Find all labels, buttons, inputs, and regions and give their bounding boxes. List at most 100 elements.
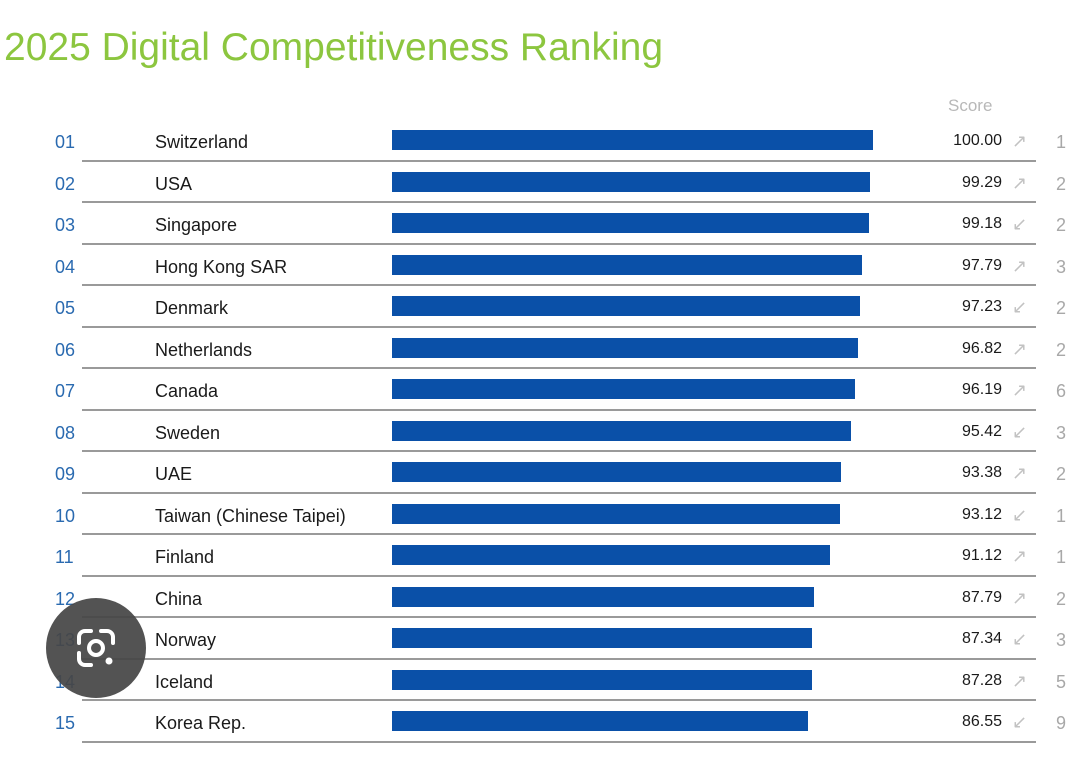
trend-up-icon: ↗ [1012,380,1028,400]
country-label: Switzerland [155,132,249,152]
score-bar [392,337,858,358]
trend-down-icon: ↙ [1012,297,1028,317]
row-divider [82,616,1036,618]
trend-up-icon: ↗ [1012,131,1028,151]
trend-down-icon: ↙ [1012,712,1028,732]
trend-down-icon: ↙ [1012,629,1028,649]
rank-label: 03 [55,215,76,235]
row-divider [82,533,1036,535]
rank-label: 04 [55,256,76,277]
row-divider [82,740,1036,743]
score-bar [392,711,809,731]
rank-change: 9 [1056,713,1067,733]
score-bar [392,171,870,192]
table-row: 10 Taiwan (Chinese Taipei) 93.12 ↙ 1 [0,494,1080,535]
row-divider [82,657,1036,660]
table-row: 12 China 87.79 ↗ 2 [0,577,1080,618]
row-divider [82,574,1036,577]
row-divider [82,491,1036,494]
country-label: UAE [155,464,193,484]
country-label: Singapore [155,215,238,235]
score-bar [392,379,855,399]
trend-up-icon: ↗ [1012,546,1028,566]
rank-change: 2 [1056,173,1067,194]
trend-down-icon: ↙ [1012,421,1028,442]
rank-label: 12 [55,588,76,609]
score-value: 93.38 [961,464,1002,481]
chart-title: 2025 Digital Competitiveness Ranking [4,26,664,69]
score-value: 95.42 [961,422,1002,440]
rank-label: 02 [55,173,76,194]
table-row: 13Norway87.34↙3 [0,618,1080,660]
rank-change: 1 [1056,505,1067,526]
trend-down-icon: ↙ [1012,214,1028,234]
country-label: Korea Rep. [155,713,247,733]
rank-label: 05 [55,298,76,318]
trend-up-icon: ↗ [1012,172,1028,193]
score-value: 86.55 [961,713,1002,730]
table-row: 03 Singapore 99.18 ↙ 2 [0,203,1080,245]
rank-label: 15 [55,713,76,733]
google-lens-button[interactable] [46,598,146,698]
rank-label: 07 [55,381,76,401]
trend-up-icon: ↗ [1012,587,1028,608]
row-divider [82,699,1036,701]
score-bar [392,586,815,607]
score-value: 99.29 [961,173,1002,191]
country-label: Sweden [155,422,221,443]
rank-change: 3 [1056,630,1067,650]
row-divider [82,325,1036,328]
table-row: 07 Canada 96.19 ↗ 6 [0,369,1080,411]
score-bar [392,669,812,690]
row-divider [82,450,1036,452]
table-row: 08 Sweden 95.42 ↙ 3 [0,411,1080,452]
rank-label: 06 [55,339,76,360]
country-label: Finland [155,547,215,567]
score-value: 100.00 [953,132,1002,149]
country-label: Netherlands [155,339,253,360]
table-row: 04 Hong Kong SAR 97.79 ↗ 3 [0,245,1080,286]
country-label: China [155,588,203,609]
rank-label: 11 [55,547,74,567]
rank-change: 1 [1056,547,1067,567]
table-row: 01 Switzerland 100.00 ↗ 1 [0,120,1080,162]
score-value: 99.18 [961,215,1002,232]
rank-label: 10 [55,505,76,526]
rank-label: 09 [55,464,76,484]
trend-up-icon: ↗ [1012,338,1028,359]
row-divider [82,242,1036,245]
country-label: Norway [155,630,217,650]
rank-change: 6 [1056,381,1067,401]
trend-down-icon: ↙ [1012,504,1028,525]
score-value: 96.19 [961,381,1002,398]
table-row: 05 Denmark 97.23 ↙ 2 [0,286,1080,328]
rank-change: 2 [1056,339,1067,360]
score-value: 87.34 [961,630,1002,647]
score-value: 93.12 [961,505,1002,523]
table-row: 02 USA 99.29 ↗ 2 [0,162,1080,203]
score-bar [392,462,842,482]
table-row: 11 Finland 91.12 ↗ 1 [0,535,1080,577]
table-row: 15 Korea Rep. 86.55 ↙ 9 [0,701,1080,743]
score-value: 97.79 [961,256,1002,274]
row-divider [82,201,1036,203]
rank-label: 08 [55,422,76,443]
country-label: Denmark [155,298,229,318]
score-value: 97.23 [961,298,1002,315]
score-bar [392,503,840,524]
rank-change: 2 [1056,588,1067,609]
country-label: Iceland [155,671,214,692]
score-value: 96.82 [961,339,1002,357]
country-label: Taiwan (Chinese Taipei) [155,505,346,526]
row-divider [82,159,1036,162]
score-value: 91.12 [961,547,1002,564]
score-bar [392,130,873,150]
row-divider [82,367,1036,369]
trend-up-icon: ↗ [1012,670,1028,691]
score-bar [392,545,831,565]
score-bar [392,628,813,648]
rank-label: 01 [55,132,76,152]
score-bar [392,420,851,441]
rank-change: 3 [1056,256,1067,277]
table-row: 14Iceland87.28↗5 [0,660,1080,701]
